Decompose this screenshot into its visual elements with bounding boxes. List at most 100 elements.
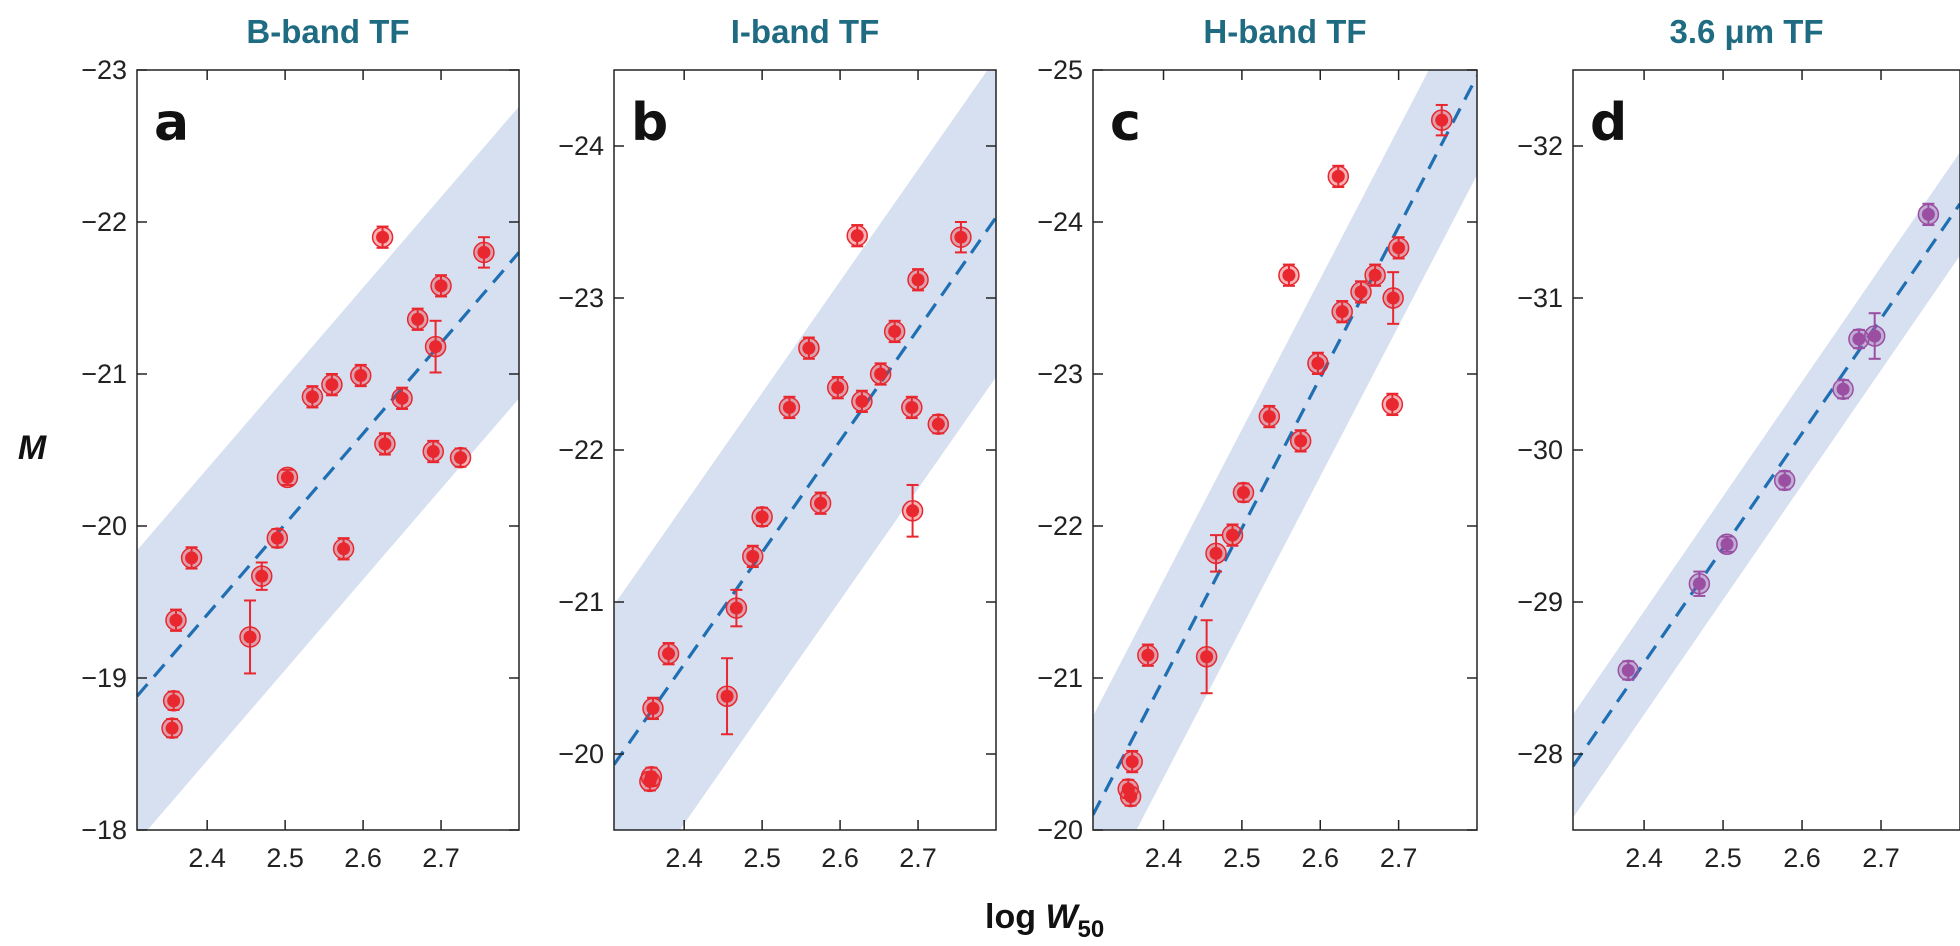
panel-letter: a <box>154 93 189 153</box>
data-point <box>239 599 261 675</box>
x-tick-label: 2.7 <box>899 843 937 873</box>
data-point <box>826 376 849 400</box>
plot-area <box>1573 152 1960 818</box>
data-point <box>1863 312 1886 360</box>
data-point <box>1331 300 1353 324</box>
point-marker <box>243 630 257 644</box>
x-tick-label: 2.4 <box>188 843 226 873</box>
point-marker <box>954 230 968 244</box>
point-marker <box>280 470 294 484</box>
data-point <box>1195 619 1218 695</box>
x-tick-label: 2.5 <box>1704 843 1742 873</box>
x-tick-label: 2.6 <box>344 843 382 873</box>
data-point <box>1617 659 1640 682</box>
panel-d: 3.6 μm TF −32 −31 −30 −29 −28 2.4 2.5 2.6 2.7 d <box>1517 13 1960 873</box>
point-marker <box>911 273 925 287</box>
point-marker <box>855 394 869 408</box>
point-marker <box>1392 241 1406 255</box>
point-marker <box>850 229 864 243</box>
data-point <box>642 696 664 721</box>
data-point <box>883 319 906 344</box>
data-point <box>321 373 343 397</box>
point-marker <box>1125 755 1139 769</box>
data-point <box>901 483 924 538</box>
data-point <box>1430 103 1453 137</box>
point-marker <box>429 340 443 354</box>
panel-title: B-band TF <box>246 13 409 50</box>
point-marker <box>831 381 845 395</box>
point-marker <box>1236 486 1250 500</box>
panel-title: I-band TF <box>731 13 879 50</box>
point-marker <box>1200 650 1214 664</box>
point-marker <box>1335 305 1349 319</box>
y-tick-label: −23 <box>81 55 127 85</box>
point-marker <box>814 496 828 510</box>
data-point <box>927 413 950 435</box>
data-point <box>1307 351 1329 375</box>
point-marker <box>165 721 179 735</box>
y-tick-label: −30 <box>1517 435 1563 465</box>
y-tick-label: −22 <box>81 207 127 237</box>
point-marker <box>782 400 796 414</box>
point-marker <box>1294 434 1308 448</box>
data-point <box>1205 534 1227 573</box>
point-marker <box>755 510 769 524</box>
plot-area <box>137 106 519 830</box>
x-axis-label-main: log <box>985 898 1045 936</box>
point-marker <box>325 378 339 392</box>
point-marker <box>1621 663 1635 677</box>
data-point <box>1289 429 1312 453</box>
y-tick-label: −21 <box>81 359 127 389</box>
point-marker <box>337 542 351 556</box>
y-tick-label: −29 <box>1517 587 1563 617</box>
panel-frame <box>1092 69 1478 831</box>
point-marker <box>1778 473 1792 487</box>
panel-letter: c <box>1110 93 1141 153</box>
data-point <box>1773 469 1796 492</box>
data-point <box>1137 643 1159 667</box>
data-point <box>901 395 923 420</box>
point-marker <box>1331 169 1345 183</box>
point-marker <box>662 647 676 661</box>
point-marker <box>802 341 816 355</box>
data-point <box>1382 271 1404 325</box>
data-point <box>180 546 203 570</box>
data-point <box>374 432 396 456</box>
point-marker <box>720 689 734 703</box>
data-point <box>1364 263 1386 287</box>
data-point <box>250 561 273 591</box>
point-marker <box>167 694 181 708</box>
data-point <box>1387 236 1410 260</box>
data-point <box>1121 749 1143 774</box>
data-point <box>1716 533 1738 555</box>
panel-b: I-band TF −24 −23 −22 −21 −20 2.4 2.5 2.6 2.7 b <box>558 13 997 873</box>
y-tick-label: −31 <box>1517 283 1563 313</box>
point-marker <box>1225 528 1239 542</box>
data-point <box>950 221 972 254</box>
point-marker <box>477 245 491 259</box>
point-marker <box>1720 537 1734 551</box>
data-point <box>798 336 820 360</box>
point-marker <box>1354 285 1368 299</box>
y-tick-label: −24 <box>1037 207 1083 237</box>
point-marker <box>1385 397 1399 411</box>
x-axis-label-var: W <box>1045 898 1080 936</box>
data-point <box>1221 523 1244 547</box>
fit-line <box>614 216 996 766</box>
point-marker <box>1368 268 1382 282</box>
data-point <box>809 491 832 515</box>
x-tick-label: 2.5 <box>1223 843 1261 873</box>
point-marker <box>376 230 390 244</box>
point-marker <box>354 369 368 383</box>
scatter-band <box>137 106 519 830</box>
x-axis-label-subscript: 50 <box>1078 916 1105 943</box>
point-marker <box>646 701 660 715</box>
plot-area <box>1093 70 1477 830</box>
point-marker <box>1209 546 1223 560</box>
point-marker <box>1868 329 1882 343</box>
x-tick-label: 2.7 <box>422 843 460 873</box>
point-marker <box>1124 790 1138 804</box>
x-tick-label: 2.6 <box>1301 843 1339 873</box>
point-marker <box>454 451 468 465</box>
